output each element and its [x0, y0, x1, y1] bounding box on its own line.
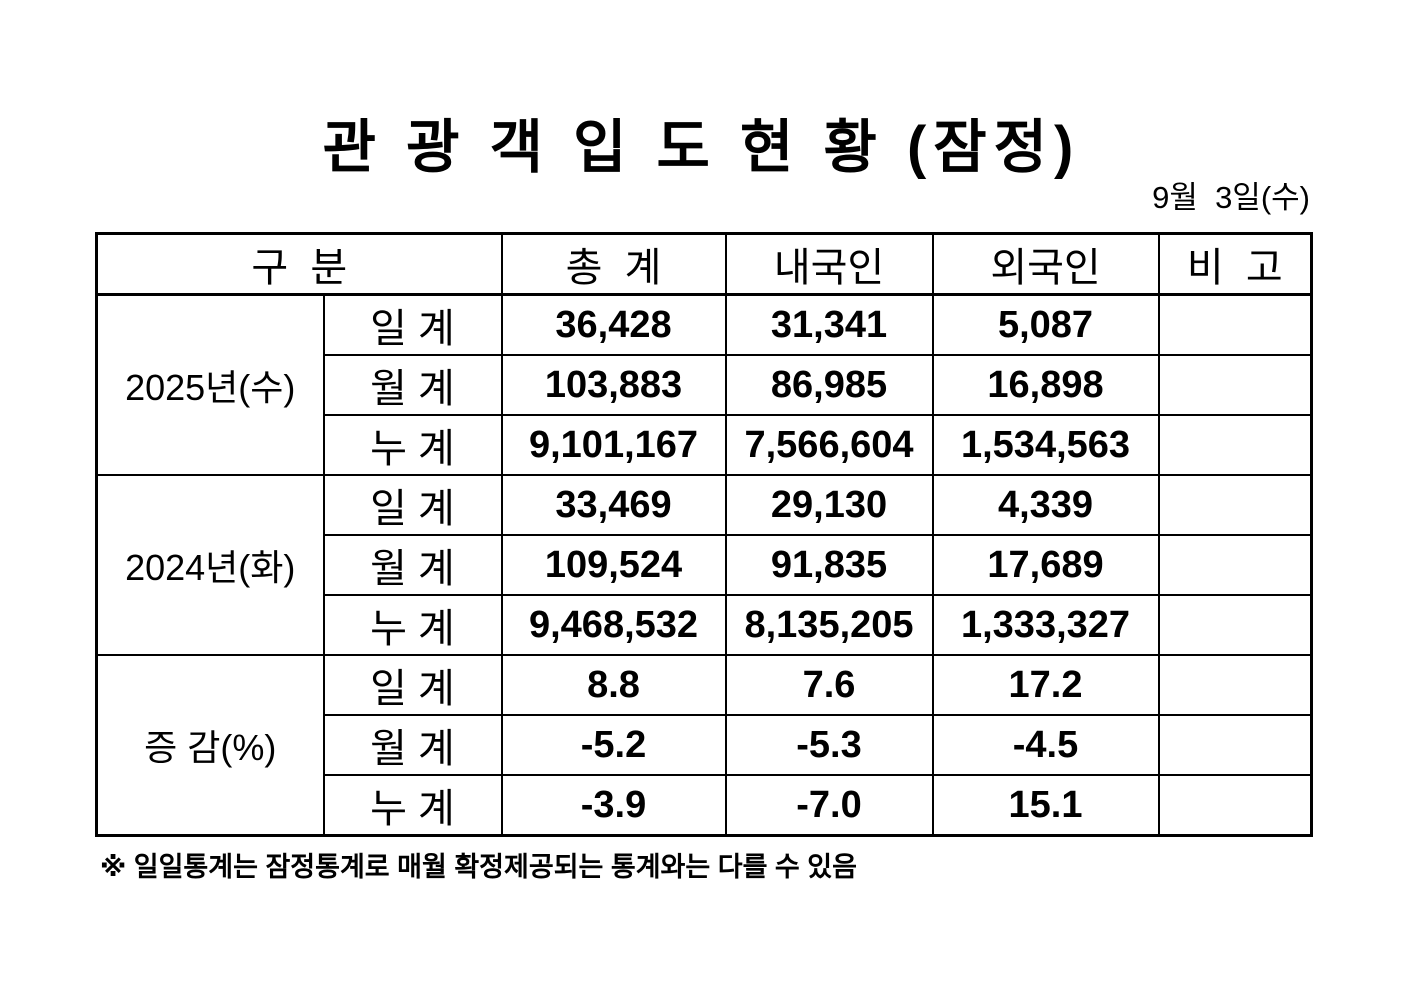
- total-value: -3.9: [500, 774, 727, 837]
- foreign-value: 1,534,563: [931, 414, 1160, 476]
- table-row-2024-cumulative: 누 계 9,468,532 8,135,205 1,333,327: [97, 594, 1313, 656]
- row-label-daily: 일 계: [322, 293, 503, 356]
- table-row-2025-monthly: 월 계 103,883 86,985 16,898: [97, 354, 1313, 416]
- row-label-daily: 일 계: [322, 474, 503, 536]
- table-row-2024-monthly: 월 계 109,524 91,835 17,689: [97, 534, 1313, 596]
- remarks-cell: [1157, 354, 1313, 416]
- row-label-monthly: 월 계: [322, 534, 503, 596]
- table-row-change-daily: 증 감(%) 일 계 8.8 7.6 17.2: [95, 654, 1313, 837]
- table-row-change-cumulative: 누 계 -3.9 -7.0 15.1: [97, 774, 1313, 837]
- row-label-cumulative: 누 계: [322, 594, 503, 656]
- col-header-total: 총 계: [500, 232, 727, 296]
- remarks-cell: [1157, 654, 1313, 716]
- col-header-remarks: 비 고: [1157, 232, 1313, 296]
- foreign-value: 5,087: [931, 293, 1160, 356]
- domestic-value: 86,985: [724, 354, 934, 416]
- table-row-2025-cumulative: 누 계 9,101,167 7,566,604 1,534,563: [97, 414, 1313, 476]
- remarks-cell: [1157, 293, 1313, 356]
- table-row-2025-daily: 2025년(수) 일 계 36,428 31,341 5,087: [95, 293, 1313, 476]
- total-value: 109,524: [500, 534, 727, 596]
- group-label-change: 증 감(%): [95, 654, 325, 837]
- col-header-domestic: 내국인: [724, 232, 934, 296]
- total-value: -5.2: [500, 714, 727, 776]
- remarks-cell: [1157, 474, 1313, 536]
- foreign-value: 16,898: [931, 354, 1160, 416]
- tourist-arrivals-table: 구 분 총 계 내국인 외국인 비 고 2025년(수) 일 계 36,428 …: [95, 232, 1314, 837]
- row-label-daily: 일 계: [322, 654, 503, 716]
- domestic-value: 8,135,205: [724, 594, 934, 656]
- domestic-value: 31,341: [724, 293, 934, 356]
- remarks-cell: [1157, 534, 1313, 596]
- foreign-value: 1,333,327: [931, 594, 1160, 656]
- domestic-value: -5.3: [724, 714, 934, 776]
- col-header-foreign: 외국인: [931, 232, 1160, 296]
- group-label-2025: 2025년(수): [95, 293, 325, 476]
- total-value: 103,883: [500, 354, 727, 416]
- total-value: 8.8: [500, 654, 727, 716]
- total-value: 33,469: [500, 474, 727, 536]
- col-header-category: 구 분: [95, 232, 503, 296]
- foreign-value: 15.1: [931, 774, 1160, 837]
- domestic-value: 91,835: [724, 534, 934, 596]
- foreign-value: 17.2: [931, 654, 1160, 716]
- domestic-value: -7.0: [724, 774, 934, 837]
- row-label-cumulative: 누 계: [322, 774, 503, 837]
- group-label-2024: 2024년(화): [95, 474, 325, 656]
- total-value: 9,468,532: [500, 594, 727, 656]
- domestic-value: 7.6: [724, 654, 934, 716]
- remarks-cell: [1157, 414, 1313, 476]
- header-row: 구 분 총 계 내국인 외국인 비 고: [95, 232, 1313, 296]
- foreign-value: -4.5: [931, 714, 1160, 776]
- page-title: 관 광 객 입 도 현 황 (잠정): [322, 115, 1081, 180]
- report-date: 9월 3일(수): [1152, 180, 1310, 215]
- footnote: ※ 일일통계는 잠정통계로 매월 확정제공되는 통계와는 다를 수 있음: [100, 852, 857, 882]
- table-row-2024-daily: 2024년(화) 일 계 33,469 29,130 4,339: [95, 474, 1313, 656]
- remarks-cell: [1157, 594, 1313, 656]
- row-label-monthly: 월 계: [322, 714, 503, 776]
- total-value: 9,101,167: [500, 414, 727, 476]
- remarks-cell: [1157, 714, 1313, 776]
- foreign-value: 17,689: [931, 534, 1160, 596]
- row-label-monthly: 월 계: [322, 354, 503, 416]
- row-label-cumulative: 누 계: [322, 414, 503, 476]
- domestic-value: 29,130: [724, 474, 934, 536]
- total-value: 36,428: [500, 293, 727, 356]
- foreign-value: 4,339: [931, 474, 1160, 536]
- domestic-value: 7,566,604: [724, 414, 934, 476]
- remarks-cell: [1157, 774, 1313, 837]
- table-row-change-monthly: 월 계 -5.2 -5.3 -4.5: [97, 714, 1313, 776]
